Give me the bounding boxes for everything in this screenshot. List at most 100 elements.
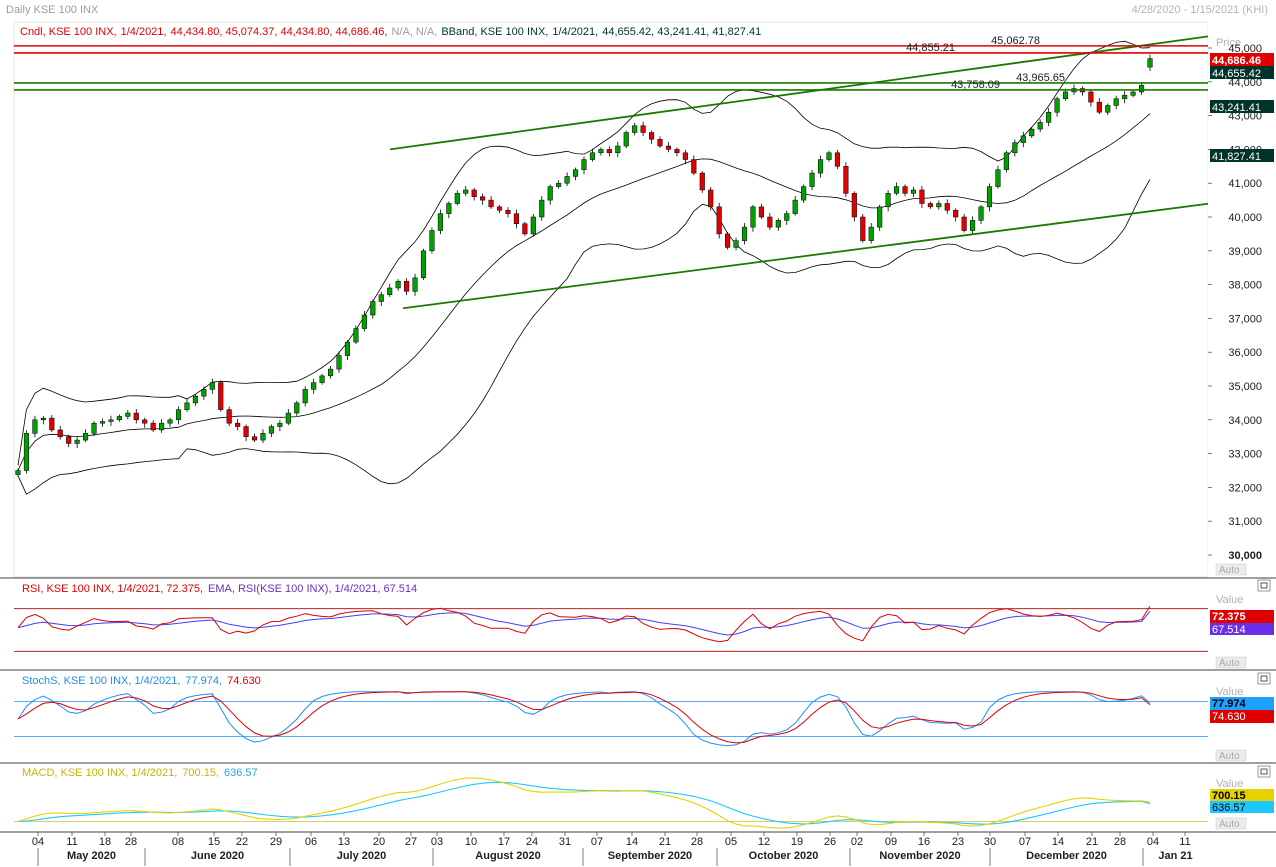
macd-auto-button[interactable]: [1215, 817, 1247, 830]
candle-body: [1088, 91, 1094, 103]
candle-body: [1037, 122, 1043, 130]
main-plot-area[interactable]: [13, 21, 1209, 578]
candle-body: [108, 419, 114, 422]
candle-body: [133, 412, 139, 421]
candle-body: [632, 125, 638, 133]
stoch-auto-button[interactable]: [1215, 749, 1247, 762]
price-tick-label: 45,000: [1228, 43, 1262, 55]
candle-body: [496, 206, 503, 211]
rsi-auto-label: Auto: [1219, 658, 1240, 669]
candle-body: [623, 132, 629, 147]
candle-body: [826, 152, 832, 160]
candle-body: [767, 216, 773, 228]
candle-body: [311, 382, 317, 390]
candle-body: [116, 416, 122, 421]
candle-body: [801, 186, 807, 201]
month-label: July 2020: [337, 850, 387, 862]
price-tick-label: 35,000: [1228, 381, 1262, 393]
date-range: 4/28/2020 - 1/15/2021 (KHI): [1131, 4, 1268, 16]
candle-body: [615, 145, 621, 154]
candle-body: [741, 226, 748, 241]
price-marker: [1210, 149, 1274, 162]
candle-body: [218, 382, 224, 410]
horizontal-levels[interactable]: [14, 45, 1208, 91]
candle-body: [404, 280, 410, 292]
day-tick-label: 11: [66, 836, 77, 848]
day-tick-label: 07: [591, 836, 603, 848]
candle-body: [809, 172, 815, 187]
candle-body: [175, 409, 182, 421]
day-tick-label: 09: [885, 836, 897, 848]
day-tick-label: 21: [1086, 836, 1098, 848]
day-tick-label: 08: [172, 836, 184, 848]
candle-body: [23, 433, 30, 471]
candle-body: [480, 196, 486, 201]
candle-body: [49, 417, 55, 431]
price-marker-label: 41,827.41: [1212, 151, 1261, 163]
price-tick-label: 32,000: [1228, 482, 1262, 494]
price-tick-label: 31,000: [1228, 516, 1262, 528]
candle-body: [344, 341, 351, 356]
month-label: June 2020: [191, 850, 244, 862]
candle-body: [1113, 98, 1119, 106]
candle-body: [970, 220, 976, 231]
day-tick-label: 31: [559, 836, 571, 848]
candle-body: [1003, 152, 1009, 170]
rsi-marker: [1210, 610, 1274, 623]
day-tick-label: 15: [208, 836, 220, 848]
price-axis[interactable]: Price 45,00044,00043,00042,00041,00040,0…: [1208, 22, 1276, 577]
macd-line: [17, 777, 1151, 829]
price-ticks: 45,00044,00043,00042,00041,00040,00039,0…: [1208, 43, 1262, 562]
rsi-auto-button[interactable]: [1215, 656, 1247, 669]
month-label: December 2020: [1026, 850, 1107, 862]
signal-line: [17, 781, 1151, 825]
macd-value-title: Value: [1216, 778, 1243, 790]
price-tick-label: 37,000: [1228, 313, 1262, 325]
macd-marker: [1210, 789, 1274, 801]
price-tick-label: 30,000: [1228, 550, 1262, 562]
candle-body: [57, 429, 63, 437]
level-label: 43,965.65: [1016, 72, 1065, 84]
candle-body: [251, 436, 258, 441]
candle-body: [1147, 58, 1153, 68]
stoch-pane[interactable]: StochS, KSE 100 INX, 1/4/2021, 77.974, 74.…: [0, 669, 1276, 762]
candle-body: [564, 176, 570, 184]
price-tick-label: 39,000: [1228, 246, 1262, 258]
time-axis-days: 04 11 18 28 08 15 22 29 06 13 20 27 03 10 17 24 31 07 14 21…: [32, 832, 1191, 848]
candle-body: [539, 199, 545, 218]
time-axis[interactable]: 04 11 18 28 08 15 22 29 06 13 20 27 03 10 17 24 31 07 14 21…: [0, 831, 1276, 866]
candle-body: [598, 149, 604, 154]
rsi-ema-line: [17, 610, 1151, 636]
day-tick-label: 28: [125, 836, 137, 848]
day-tick-label: 14: [1052, 836, 1064, 848]
candle-body: [471, 189, 477, 197]
price-marker-label: 43,241.41: [1212, 102, 1261, 114]
rsi-legend: RSI, KSE 100 INX, 1/4/2021, 72.375, EMA, …: [22, 583, 417, 595]
main-auto-button[interactable]: [1215, 563, 1247, 576]
candle-body: [919, 189, 925, 204]
day-tick-label: 23: [952, 836, 964, 848]
candle-body: [353, 328, 359, 343]
candle-body: [657, 139, 663, 147]
macd-pane[interactable]: MACD, KSE 100 INX, 1/4/2021, 700.15, 636.5…: [0, 762, 1276, 830]
candle-body: [488, 199, 494, 208]
price-tick-label: 41,000: [1228, 178, 1262, 190]
candle-body: [860, 216, 866, 241]
candle-body: [699, 172, 705, 191]
rsi-maximize-button[interactable]: [1257, 579, 1271, 592]
main-pane[interactable]: 45,062.78 44,855.21 43,965.65 43,758.09 Cnd…: [13, 21, 1276, 578]
candle-body: [429, 230, 435, 252]
candle-body: [986, 186, 993, 208]
trendlines[interactable]: [389, 35, 1211, 310]
title-bar: Daily KSE 100 INX 4/28/2020 - 1/15/2021 …: [0, 0, 1276, 20]
candle-body: [1054, 98, 1060, 113]
macd-maximize-button[interactable]: [1257, 765, 1271, 778]
candle-body: [226, 409, 232, 424]
candle-body: [277, 422, 283, 427]
rsi-pane[interactable]: RSI, KSE 100 INX, 1/4/2021, 72.375, EMA, …: [0, 577, 1276, 669]
stoch-lines: [14, 691, 1208, 747]
stoch-maximize-button[interactable]: [1257, 672, 1271, 685]
